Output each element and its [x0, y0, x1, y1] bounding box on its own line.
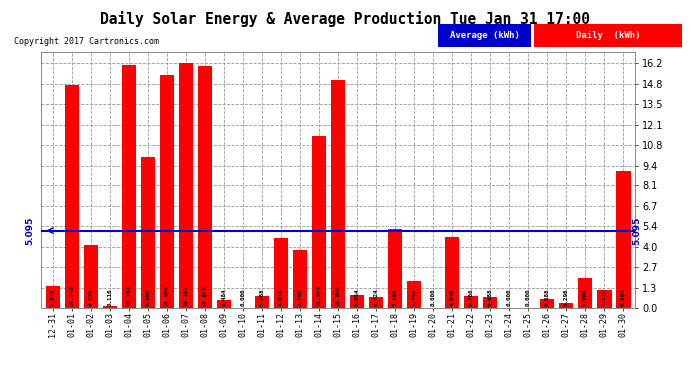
- Bar: [103, 306, 117, 308]
- Bar: [407, 281, 422, 308]
- Text: 0.854: 0.854: [355, 289, 359, 306]
- Bar: [616, 171, 631, 308]
- Text: 0.724: 0.724: [374, 289, 379, 306]
- Bar: [121, 64, 136, 308]
- Text: 4.648: 4.648: [450, 289, 455, 306]
- Text: 15.094: 15.094: [335, 285, 341, 306]
- Bar: [312, 136, 326, 308]
- Text: 0.760: 0.760: [469, 289, 474, 306]
- Text: 3.796: 3.796: [297, 289, 302, 306]
- Bar: [141, 157, 155, 308]
- Bar: [388, 229, 402, 308]
- Bar: [483, 297, 497, 307]
- Text: 0.000: 0.000: [526, 289, 531, 306]
- Bar: [578, 278, 593, 308]
- Bar: [464, 296, 478, 307]
- Text: 1.742: 1.742: [412, 289, 417, 306]
- Bar: [160, 75, 174, 307]
- Bar: [255, 296, 269, 307]
- Bar: [559, 303, 573, 307]
- Bar: [331, 80, 345, 308]
- Bar: [445, 237, 460, 308]
- Bar: [217, 300, 231, 307]
- Text: 0.588: 0.588: [545, 289, 550, 306]
- Bar: [350, 295, 364, 307]
- Text: 1.172: 1.172: [602, 289, 607, 306]
- Text: Daily Solar Energy & Average Production Tue Jan 31 17:00: Daily Solar Energy & Average Production …: [100, 11, 590, 27]
- Text: 0.484: 0.484: [221, 289, 226, 306]
- Text: 5.095: 5.095: [632, 216, 641, 245]
- Text: Daily  (kWh): Daily (kWh): [576, 31, 640, 40]
- Text: 0.000: 0.000: [431, 289, 435, 306]
- Text: 5.194: 5.194: [393, 289, 397, 306]
- Bar: [46, 286, 60, 308]
- Text: 4.616: 4.616: [279, 289, 284, 306]
- Text: 14.748: 14.748: [69, 285, 75, 306]
- Bar: [293, 250, 307, 307]
- Text: 0.116: 0.116: [108, 289, 112, 306]
- Text: 15.408: 15.408: [164, 285, 170, 306]
- Bar: [198, 66, 212, 308]
- Bar: [540, 298, 555, 307]
- Text: 4.170: 4.170: [88, 289, 93, 306]
- Text: 16.104: 16.104: [126, 285, 131, 306]
- Bar: [274, 238, 288, 308]
- Text: 0.688: 0.688: [488, 289, 493, 306]
- Text: 1.980: 1.980: [583, 289, 588, 306]
- Text: 0.000: 0.000: [506, 289, 512, 306]
- Text: 0.000: 0.000: [241, 289, 246, 306]
- Text: 9.064: 9.064: [621, 289, 626, 306]
- Text: 1.418: 1.418: [50, 289, 55, 306]
- Bar: [179, 63, 193, 308]
- Text: Average (kWh): Average (kWh): [450, 31, 520, 40]
- Bar: [65, 85, 79, 308]
- Text: 16.018: 16.018: [202, 285, 208, 306]
- Text: 11.344: 11.344: [317, 285, 322, 306]
- Bar: [598, 290, 611, 308]
- Text: 5.095: 5.095: [26, 216, 34, 245]
- Text: 16.182: 16.182: [184, 285, 188, 306]
- Text: Copyright 2017 Cartronics.com: Copyright 2017 Cartronics.com: [14, 38, 159, 46]
- Text: 0.296: 0.296: [564, 289, 569, 306]
- Text: 0.768: 0.768: [259, 289, 264, 306]
- Bar: [369, 297, 383, 307]
- Text: 9.960: 9.960: [146, 289, 150, 306]
- Bar: [83, 244, 98, 308]
